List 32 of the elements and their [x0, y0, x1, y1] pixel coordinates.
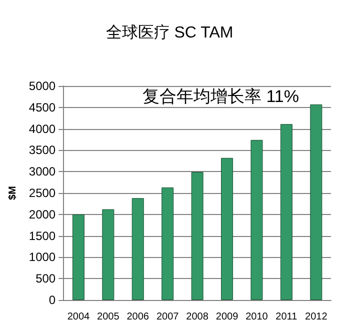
x-tick-label: 2004	[67, 312, 90, 322]
y-tick-label: 4000	[28, 122, 56, 136]
y-tick-label: 1500	[28, 228, 56, 243]
y-axis-title: $M	[8, 186, 18, 200]
bar	[221, 158, 234, 300]
y-tick-label: 2000	[28, 207, 56, 222]
y-tick-label: 5000	[28, 79, 56, 93]
y-tick-label: 1000	[28, 250, 56, 264]
bar	[162, 187, 174, 300]
y-tick-label: 3000	[28, 164, 56, 179]
bar	[102, 209, 114, 300]
x-tick-label: 2008	[186, 312, 209, 322]
annotation: 复合年均增长率 11%	[142, 87, 300, 106]
y-tick-label: 500	[36, 272, 56, 286]
chart-title: 全球医疗 SC TAM	[106, 24, 234, 42]
y-tick-label: 3500	[28, 143, 56, 158]
x-tick-label: 2005	[97, 312, 120, 322]
x-tick-label: 2012	[305, 312, 328, 322]
x-tick-label: 2010	[246, 312, 268, 322]
bar	[191, 172, 204, 300]
bar	[132, 198, 144, 300]
x-tick-label: 2009	[216, 312, 239, 322]
bar	[310, 104, 322, 300]
x-tick-label: 2007	[156, 312, 180, 322]
bar	[72, 214, 84, 300]
bar	[280, 124, 292, 300]
y-tick-label: 2500	[28, 186, 56, 200]
y-tick-label: 0	[48, 293, 56, 307]
y-tick-label: 4500	[28, 100, 56, 114]
x-tick-label: 2011	[276, 312, 298, 322]
bar	[250, 140, 263, 300]
x-tick-label: 2006	[126, 312, 150, 322]
